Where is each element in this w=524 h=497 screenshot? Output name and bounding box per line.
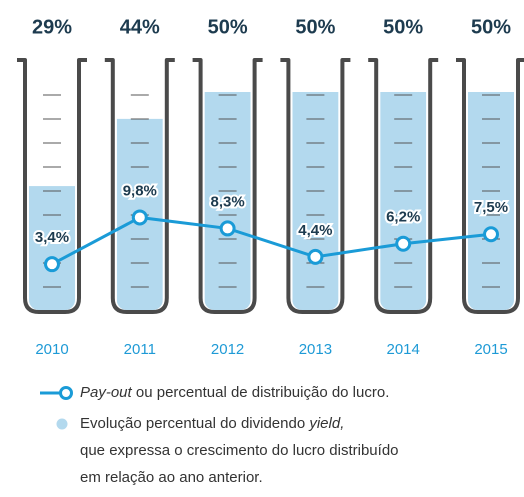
tube <box>17 58 87 314</box>
tube-fill <box>204 92 251 310</box>
tube <box>104 58 175 314</box>
tube-fill <box>292 92 339 310</box>
value-label: 4,4% <box>298 222 332 239</box>
top-label: 44% <box>120 16 160 38</box>
top-label: 50% <box>471 16 511 38</box>
legend-text: Pay-out ou percentual de distribuição do… <box>80 384 389 401</box>
top-label: 50% <box>295 16 335 38</box>
x-tick-label: 2012 <box>211 341 244 358</box>
legend-part: que expressa o crescimento do lucro dist… <box>80 442 399 459</box>
tube <box>192 58 263 314</box>
legend-dot <box>56 418 68 430</box>
value-label: 8,3% <box>210 193 244 210</box>
legend-text: Evolução percentual do dividendo yield, <box>80 415 344 432</box>
legend-text: que expressa o crescimento do lucro dist… <box>80 442 399 459</box>
tube-fill <box>380 92 427 310</box>
x-tick-label: 2010 <box>35 341 68 358</box>
yield-point <box>44 256 60 273</box>
tube <box>280 58 351 314</box>
yield-line <box>51 215 492 266</box>
legend-part: Pay-out <box>80 384 133 401</box>
value-label: 7,5% <box>474 199 508 216</box>
value-label: 3,4% <box>35 229 69 246</box>
yield-point <box>219 220 236 237</box>
x-tick-label: 2014 <box>387 341 420 358</box>
yield-point <box>483 226 499 243</box>
value-label: 6,2% <box>386 209 420 226</box>
legend-part: em relação ao ano anterior. <box>80 469 263 486</box>
legend-part: Evolução percentual do dividendo <box>80 415 309 432</box>
top-label: 50% <box>383 16 423 38</box>
x-tick-label: 2015 <box>474 341 507 358</box>
legend-line-marker <box>59 386 73 400</box>
x-tick-label: 2011 <box>124 341 156 358</box>
legend-part: yield, <box>308 415 344 432</box>
value-label: 9,8% <box>123 182 157 199</box>
legend-part: ou percentual de distribuição do lucro. <box>132 384 390 401</box>
legend-text: em relação ao ano anterior. <box>80 469 263 486</box>
tube-fill <box>468 92 514 310</box>
yield-point <box>395 235 412 252</box>
tube <box>456 58 524 314</box>
yield-point <box>307 248 324 265</box>
top-label: 29% <box>32 16 72 38</box>
top-label: 50% <box>208 16 248 38</box>
tube <box>368 58 439 314</box>
x-tick-label: 2013 <box>299 341 332 358</box>
tube-fill <box>29 186 75 310</box>
yield-point <box>131 209 148 226</box>
